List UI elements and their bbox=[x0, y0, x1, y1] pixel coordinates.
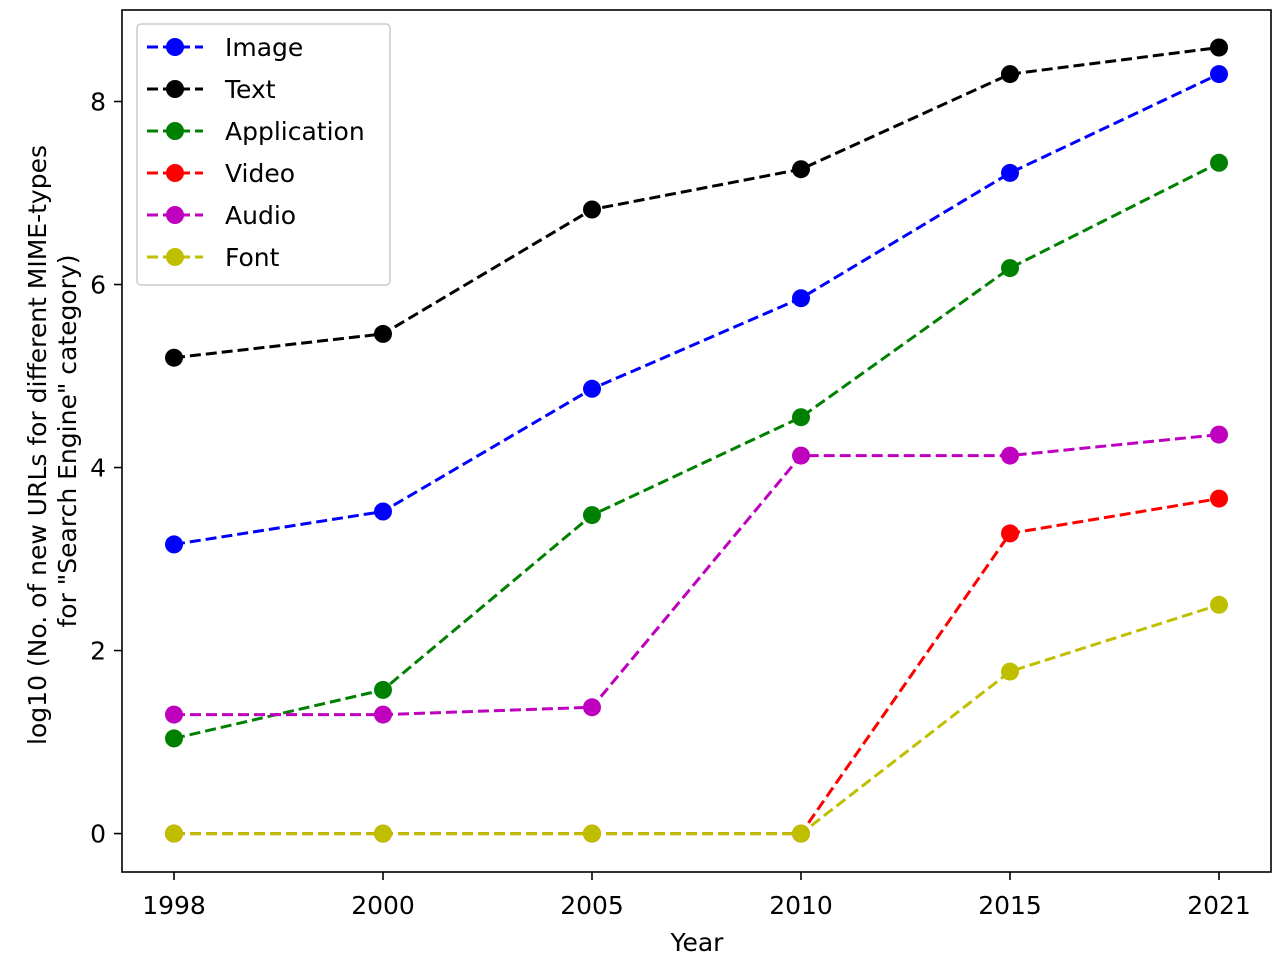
data-point-text-2000 bbox=[374, 324, 392, 343]
series-application bbox=[165, 153, 1228, 748]
data-point-video-2021 bbox=[1210, 489, 1228, 508]
legend-marker-text bbox=[166, 80, 184, 98]
data-point-font-2005 bbox=[583, 824, 601, 843]
data-point-text-2010 bbox=[792, 160, 810, 179]
x-axis-label: Year bbox=[670, 928, 725, 957]
legend-marker-font bbox=[166, 248, 184, 266]
y-tick-label-2: 2 bbox=[90, 637, 106, 666]
data-point-application-2021 bbox=[1210, 153, 1228, 172]
legend-label-text: Text bbox=[224, 75, 276, 104]
legend-item-audio: Audio bbox=[147, 201, 296, 230]
series-image bbox=[165, 65, 1228, 554]
x-tick-label-2000: 2000 bbox=[351, 891, 415, 920]
x-tick-label-2010: 2010 bbox=[769, 891, 833, 920]
legend-label-audio: Audio bbox=[225, 201, 296, 230]
legend: Image Text Application Video Audio Font bbox=[136, 23, 391, 286]
legend-item-image: Image bbox=[147, 33, 303, 62]
legend-label-application: Application bbox=[225, 117, 365, 146]
data-point-image-1998 bbox=[165, 535, 183, 554]
data-point-video-2015 bbox=[1001, 524, 1019, 543]
data-point-image-2015 bbox=[1001, 163, 1019, 182]
data-point-application-2000 bbox=[374, 680, 392, 699]
series-line-font bbox=[174, 603, 1220, 836]
legend-marker-application bbox=[166, 122, 184, 140]
data-point-image-2000 bbox=[374, 502, 392, 521]
series-line-text bbox=[173, 46, 1220, 360]
y-axis-label: log10 (No. of new URLs for different MIM… bbox=[23, 137, 82, 745]
y-axis-label-line-2: for "Search Engine" category) bbox=[53, 254, 82, 627]
legend-item-text: Text bbox=[147, 75, 276, 104]
data-point-font-2015 bbox=[1001, 662, 1019, 681]
y-axis-label-line-1: log10 (No. of new URLs for different MIM… bbox=[23, 145, 52, 745]
legend-marker-image bbox=[166, 38, 184, 56]
data-point-text-1998 bbox=[165, 348, 183, 367]
series-line-audio bbox=[174, 433, 1220, 717]
x-tick-label-1998: 1998 bbox=[142, 891, 206, 920]
data-point-application-2005 bbox=[583, 506, 601, 525]
data-point-audio-2015 bbox=[1001, 446, 1019, 465]
data-point-font-2010 bbox=[792, 824, 810, 843]
x-axis: 1998 2000 2005 2010 2015 2021 bbox=[142, 872, 1251, 920]
x-tick-label-2005: 2005 bbox=[560, 891, 624, 920]
data-point-font-1998 bbox=[165, 824, 183, 843]
data-point-application-2010 bbox=[792, 408, 810, 427]
x-tick-label-2021: 2021 bbox=[1187, 891, 1251, 920]
data-point-image-2005 bbox=[583, 379, 601, 398]
series-layer bbox=[165, 38, 1228, 843]
data-point-audio-1998 bbox=[165, 705, 183, 724]
series-line-image bbox=[173, 72, 1220, 546]
data-point-audio-2010 bbox=[792, 446, 810, 465]
y-axis: 0 2 4 6 8 bbox=[90, 88, 122, 849]
data-point-application-1998 bbox=[165, 729, 183, 748]
data-point-text-2005 bbox=[583, 200, 601, 219]
legend-marker-audio bbox=[166, 206, 184, 224]
data-point-audio-2000 bbox=[374, 705, 392, 724]
y-tick-label-8: 8 bbox=[90, 88, 106, 117]
plot-frame bbox=[121, 9, 1272, 873]
data-point-image-2021 bbox=[1210, 65, 1228, 84]
data-point-image-2010 bbox=[792, 289, 810, 308]
legend-label-font: Font bbox=[225, 243, 280, 272]
legend-item-video: Video bbox=[147, 159, 295, 188]
data-point-text-2021 bbox=[1210, 38, 1228, 57]
data-point-text-2015 bbox=[1001, 65, 1019, 84]
series-line-application bbox=[173, 161, 1220, 740]
y-tick-label-0: 0 bbox=[90, 820, 106, 849]
legend-item-font: Font bbox=[147, 243, 280, 272]
data-point-application-2015 bbox=[1001, 259, 1019, 278]
data-point-audio-2021 bbox=[1210, 425, 1228, 444]
legend-marker-video bbox=[166, 164, 184, 182]
series-font bbox=[165, 595, 1228, 843]
y-tick-label-4: 4 bbox=[90, 454, 106, 483]
data-point-font-2021 bbox=[1210, 595, 1228, 614]
data-point-audio-2005 bbox=[583, 698, 601, 717]
y-tick-label-6: 6 bbox=[90, 271, 106, 300]
x-tick-label-2015: 2015 bbox=[978, 891, 1042, 920]
legend-label-image: Image bbox=[225, 33, 303, 62]
series-audio bbox=[165, 425, 1228, 724]
data-point-font-2000 bbox=[374, 824, 392, 843]
legend-item-application: Application bbox=[147, 117, 365, 146]
series-text bbox=[165, 38, 1228, 367]
legend-label-video: Video bbox=[225, 159, 295, 188]
